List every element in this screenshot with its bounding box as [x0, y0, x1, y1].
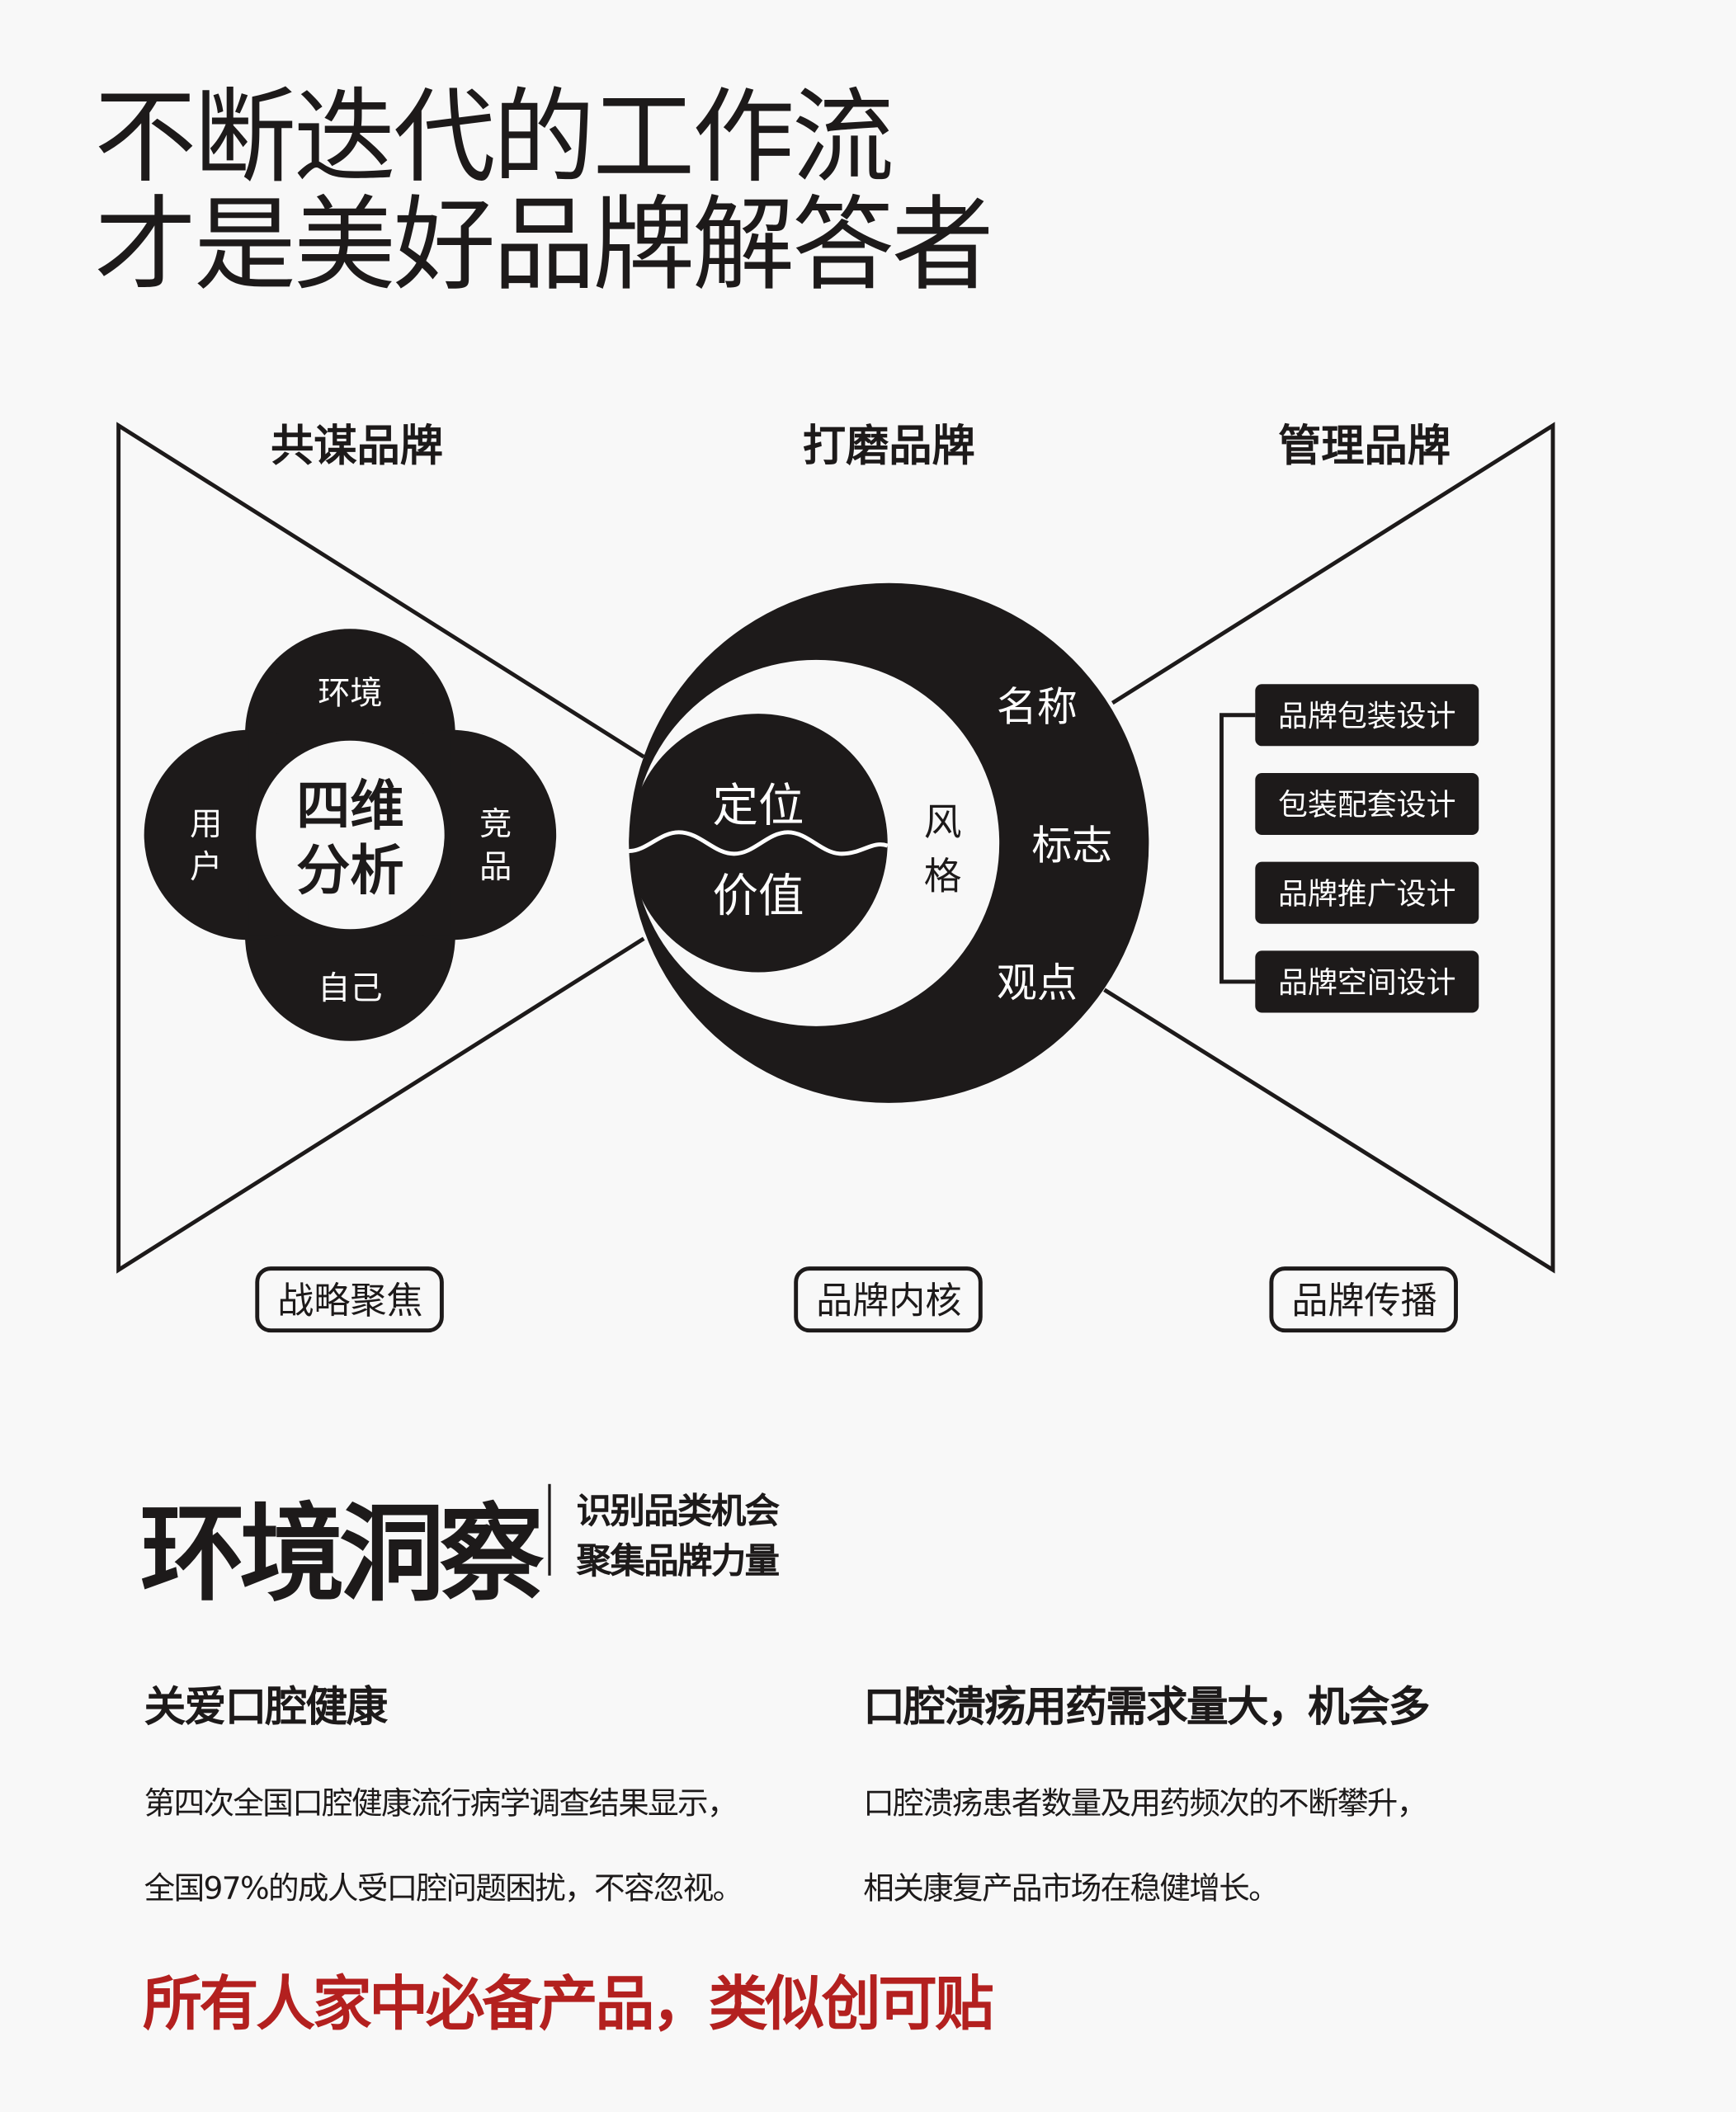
clover-right-2: 品 [479, 849, 512, 886]
right-funnel [1103, 422, 1555, 1274]
footer-label: 战略聚焦 [277, 1280, 422, 1322]
management-item: 品牌空间设计 [1278, 966, 1455, 1000]
left-funnel [116, 422, 645, 1274]
footer-badge [1269, 1266, 1458, 1333]
core-middle-1: 风 [924, 800, 962, 844]
management-item: 包装配套设计 [1278, 789, 1455, 823]
core-inner-top: 定位 [713, 780, 804, 833]
core-middle-2: 格 [924, 854, 962, 898]
core-inner-bottom: 价值 [713, 870, 804, 923]
clover-left-2: 户 [190, 849, 222, 886]
highlight-text: 所有人家中必备产品，类似创可贴 [143, 1970, 994, 2039]
core-outer-item: 标志 [1031, 822, 1112, 869]
clover-center-line1: 四维 [296, 775, 404, 837]
clover-left-1: 用 [190, 806, 222, 843]
column-heading: 打磨品牌 [803, 422, 975, 471]
workflow-diagram: 四维 分析 环境 自己 用 户 竞 品 定位 价值 风 格 名称 标志 观点 [116, 422, 1555, 1333]
clover-top: 环境 [318, 676, 382, 713]
right-heading: 口腔溃疡用药需求量大，机会多 [863, 1683, 1430, 1732]
clover-center-line2: 分析 [296, 839, 404, 902]
left-body-line1: 第四次全国口腔健康流行病学调查结果显示， [144, 1787, 738, 1822]
page-title-line1: 不断迭代的工作流 [94, 77, 894, 197]
section-title: 环境洞察 [139, 1494, 545, 1616]
clover-bottom: 自己 [318, 970, 382, 1007]
bracket [1219, 713, 1256, 984]
management-item: 品牌包装设计 [1278, 700, 1455, 733]
management-list: 品牌包装设计 包装配套设计 品牌推广设计 品牌空间设计 [1255, 684, 1479, 1013]
core-outer-item: 名称 [997, 683, 1078, 730]
core-outer-item: 观点 [997, 959, 1078, 1006]
page-title-line2: 才是美好品牌解答者 [94, 184, 993, 304]
section-subtitle-1: 识别品类机会 [576, 1492, 781, 1533]
footer-label: 品牌内核 [816, 1280, 961, 1322]
footer-badge [794, 1266, 983, 1333]
wave-line [629, 830, 889, 856]
management-item: 品牌推广设计 [1278, 877, 1455, 911]
right-body-line1: 口腔溃疡患者数量及用药频次的不断攀升， [863, 1787, 1427, 1822]
divider [548, 1483, 551, 1576]
column-heading: 管理品牌 [1278, 422, 1451, 471]
left-body-line2: 全国97%的成人受口腔问题困扰，不容忽视。 [144, 1871, 744, 1907]
clover-right-1: 竞 [479, 806, 512, 843]
column-heading: 共谋品牌 [271, 422, 443, 471]
right-body-line2: 相关康复产品市场在稳健增长。 [863, 1871, 1279, 1907]
section-subtitle-2: 聚集品牌力量 [576, 1541, 781, 1582]
footer-badge [255, 1266, 444, 1333]
left-heading: 关爱口腔健康 [144, 1683, 388, 1732]
footer-label: 品牌传播 [1291, 1280, 1436, 1322]
